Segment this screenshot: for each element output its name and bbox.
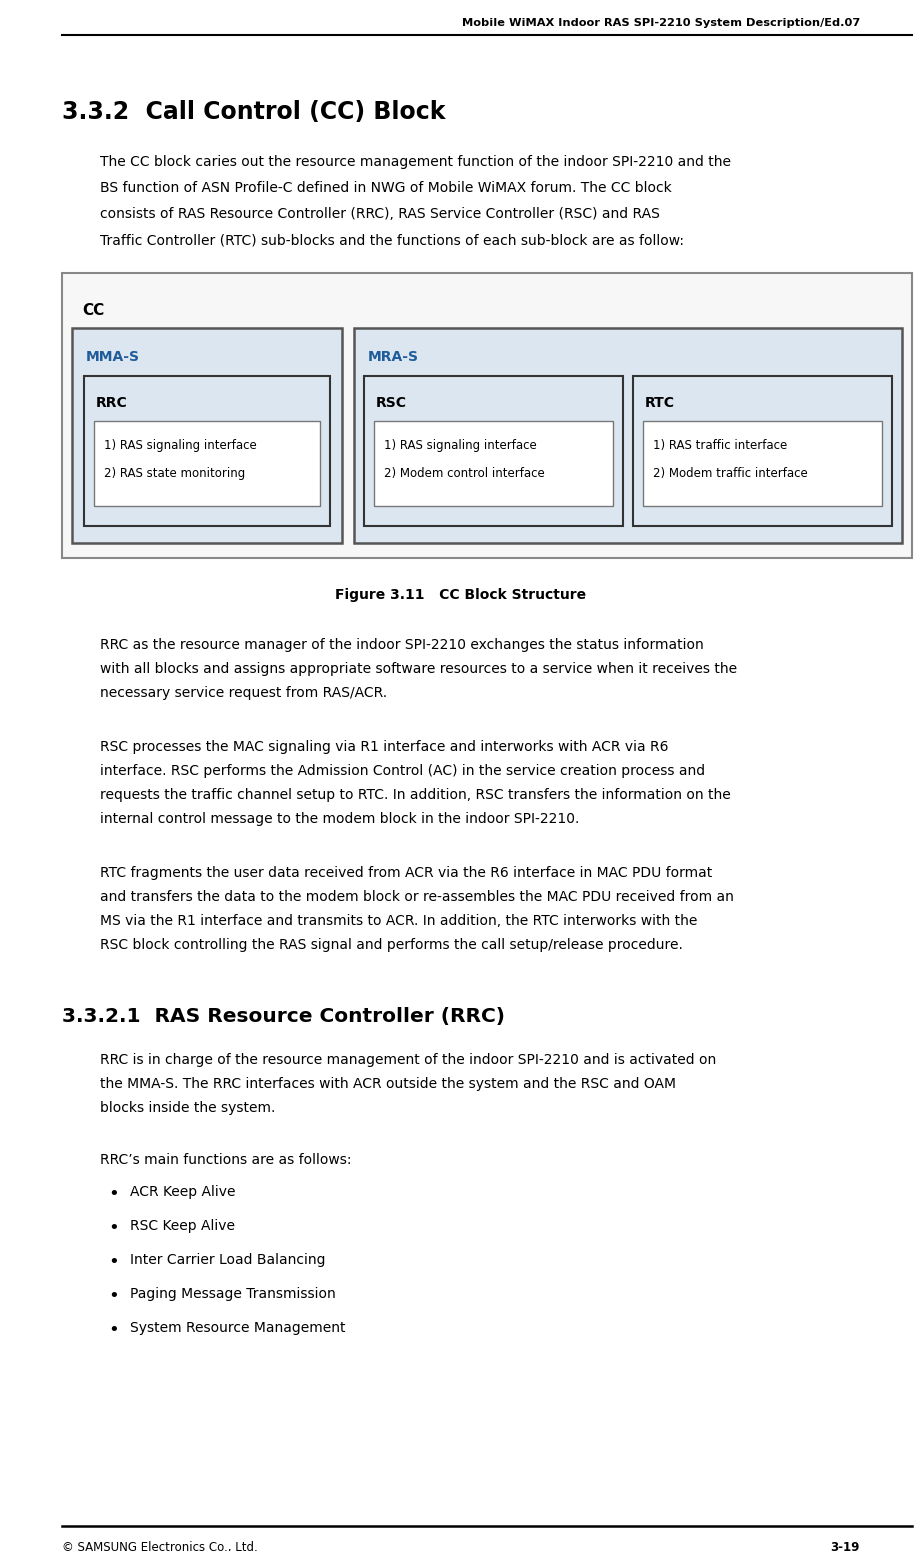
Text: RSC processes the MAC signaling via R1 interface and interworks with ACR via R6: RSC processes the MAC signaling via R1 i… bbox=[100, 740, 668, 754]
Text: 3.3.2.1  RAS Resource Controller (RRC): 3.3.2.1 RAS Resource Controller (RRC) bbox=[62, 1007, 505, 1027]
Text: 1) RAS signaling interface: 1) RAS signaling interface bbox=[384, 439, 537, 451]
FancyBboxPatch shape bbox=[643, 420, 882, 506]
Text: the MMA-S. The RRC interfaces with ACR outside the system and the RSC and OAM: the MMA-S. The RRC interfaces with ACR o… bbox=[100, 1076, 676, 1090]
Text: •: • bbox=[108, 1253, 119, 1270]
Text: 3.3.2  Call Control (CC) Block: 3.3.2 Call Control (CC) Block bbox=[62, 99, 445, 124]
Text: MRA-S: MRA-S bbox=[368, 351, 419, 364]
Text: System Resource Management: System Resource Management bbox=[130, 1321, 346, 1335]
Text: consists of RAS Resource Controller (RRC), RAS Service Controller (RSC) and RAS: consists of RAS Resource Controller (RRC… bbox=[100, 206, 660, 220]
Text: Figure 3.11   CC Block Structure: Figure 3.11 CC Block Structure bbox=[336, 588, 586, 602]
FancyBboxPatch shape bbox=[84, 375, 330, 526]
Text: •: • bbox=[108, 1287, 119, 1304]
Text: RSC Keep Alive: RSC Keep Alive bbox=[130, 1219, 235, 1233]
Text: with all blocks and assigns appropriate software resources to a service when it : with all blocks and assigns appropriate … bbox=[100, 662, 737, 676]
Text: RSC: RSC bbox=[376, 396, 407, 409]
Text: MS via the R1 interface and transmits to ACR. In addition, the RTC interworks wi: MS via the R1 interface and transmits to… bbox=[100, 914, 697, 927]
FancyBboxPatch shape bbox=[374, 420, 613, 506]
Text: ACR Keep Alive: ACR Keep Alive bbox=[130, 1185, 235, 1199]
Text: 1) RAS traffic interface: 1) RAS traffic interface bbox=[653, 439, 787, 451]
FancyBboxPatch shape bbox=[72, 327, 342, 543]
Text: necessary service request from RAS/ACR.: necessary service request from RAS/ACR. bbox=[100, 686, 387, 700]
Text: CC: CC bbox=[82, 302, 104, 318]
Text: •: • bbox=[108, 1219, 119, 1238]
Text: RTC: RTC bbox=[645, 396, 675, 409]
Text: 2) RAS state monitoring: 2) RAS state monitoring bbox=[104, 467, 245, 479]
Text: requests the traffic channel setup to RTC. In addition, RSC transfers the inform: requests the traffic channel setup to RT… bbox=[100, 788, 731, 802]
Text: •: • bbox=[108, 1321, 119, 1339]
Text: Inter Carrier Load Balancing: Inter Carrier Load Balancing bbox=[130, 1253, 325, 1267]
FancyBboxPatch shape bbox=[354, 327, 902, 543]
Text: blocks inside the system.: blocks inside the system. bbox=[100, 1101, 276, 1115]
Text: © SAMSUNG Electronics Co., Ltd.: © SAMSUNG Electronics Co., Ltd. bbox=[62, 1542, 258, 1551]
Text: RTC fragments the user data received from ACR via the R6 interface in MAC PDU fo: RTC fragments the user data received fro… bbox=[100, 865, 713, 879]
Text: 2) Modem control interface: 2) Modem control interface bbox=[384, 467, 545, 479]
Text: interface. RSC performs the Admission Control (AC) in the service creation proce: interface. RSC performs the Admission Co… bbox=[100, 765, 705, 779]
FancyBboxPatch shape bbox=[633, 375, 892, 526]
Text: MMA-S: MMA-S bbox=[86, 351, 140, 364]
Text: BS function of ASN Profile-C defined in NWG of Mobile WiMAX forum. The CC block: BS function of ASN Profile-C defined in … bbox=[100, 181, 672, 195]
Text: and transfers the data to the modem block or re-assembles the MAC PDU received f: and transfers the data to the modem bloc… bbox=[100, 890, 734, 904]
Text: internal control message to the modem block in the indoor SPI-2210.: internal control message to the modem bl… bbox=[100, 813, 579, 827]
FancyBboxPatch shape bbox=[62, 273, 912, 558]
Text: Traffic Controller (RTC) sub-blocks and the functions of each sub-block are as f: Traffic Controller (RTC) sub-blocks and … bbox=[100, 233, 684, 247]
Text: 3-19: 3-19 bbox=[831, 1542, 860, 1551]
FancyBboxPatch shape bbox=[364, 375, 623, 526]
Text: RRC: RRC bbox=[96, 396, 128, 409]
Text: Paging Message Transmission: Paging Message Transmission bbox=[130, 1287, 336, 1301]
Text: RRC is in charge of the resource management of the indoor SPI-2210 and is activa: RRC is in charge of the resource managem… bbox=[100, 1053, 716, 1067]
Text: RRC’s main functions are as follows:: RRC’s main functions are as follows: bbox=[100, 1152, 351, 1166]
Text: 2) Modem traffic interface: 2) Modem traffic interface bbox=[653, 467, 808, 479]
Text: RSC block controlling the RAS signal and performs the call setup/release procedu: RSC block controlling the RAS signal and… bbox=[100, 938, 683, 952]
Text: The CC block caries out the resource management function of the indoor SPI-2210 : The CC block caries out the resource man… bbox=[100, 155, 731, 169]
Text: •: • bbox=[108, 1185, 119, 1204]
Text: 1) RAS signaling interface: 1) RAS signaling interface bbox=[104, 439, 256, 451]
Text: RRC as the resource manager of the indoor SPI-2210 exchanges the status informat: RRC as the resource manager of the indoo… bbox=[100, 637, 703, 651]
FancyBboxPatch shape bbox=[94, 420, 320, 506]
Text: Mobile WiMAX Indoor RAS SPI-2210 System Description/Ed.07: Mobile WiMAX Indoor RAS SPI-2210 System … bbox=[462, 19, 860, 28]
